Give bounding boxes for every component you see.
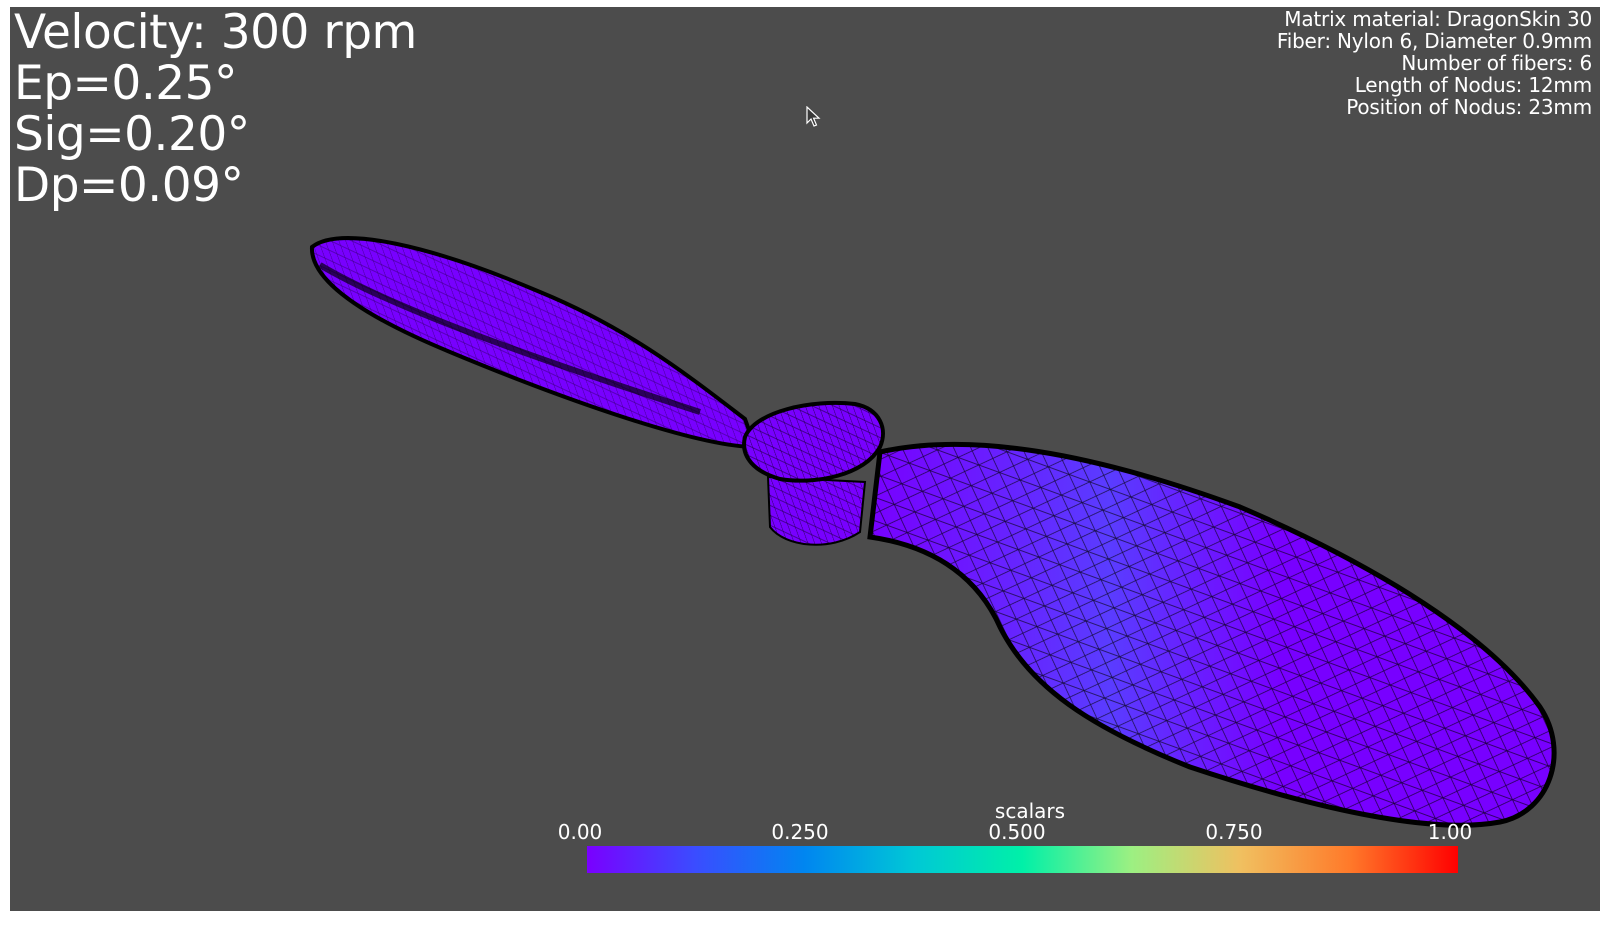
ep-label: Ep=0.25° [14, 56, 238, 111]
scalar-colorbar [587, 846, 1458, 873]
simulation-parameters: Velocity: 300 rpm Ep=0.25° Sig=0.20° Dp=… [14, 7, 417, 211]
propeller-hub [742, 400, 885, 546]
colorbar-tick-3: 0.750 [1205, 820, 1263, 844]
colorbar-title: scalars [994, 799, 1066, 823]
material-info: Matrix material: DragonSkin 30 Fiber: Ny… [1277, 8, 1592, 118]
left-blade [309, 236, 758, 450]
dp-label: Dp=0.09° [14, 158, 244, 213]
colorbar-tick-4: 1.00 [1427, 820, 1473, 844]
render-viewport[interactable]: Velocity: 300 rpm Ep=0.25° Sig=0.20° Dp=… [10, 7, 1600, 911]
propeller-mesh[interactable] [10, 7, 1600, 911]
mouse-pointer-icon [806, 106, 821, 127]
colorbar-tick-0: 0.00 [557, 820, 603, 844]
velocity-label: Velocity: 300 rpm [14, 7, 417, 60]
matrix-material-label: Matrix material: DragonSkin 30 [1284, 7, 1592, 31]
nodus-position-label: Position of Nodus: 23mm [1346, 95, 1592, 119]
sig-label: Sig=0.20° [14, 107, 250, 162]
fiber-count-label: Number of fibers: 6 [1401, 51, 1592, 75]
right-blade [867, 441, 1557, 828]
colorbar-tick-2: 0.500 [988, 820, 1046, 844]
colorbar-tick-1: 0.250 [771, 820, 829, 844]
fiber-label: Fiber: Nylon 6, Diameter 0.9mm [1276, 29, 1592, 53]
nodus-length-label: Length of Nodus: 12mm [1354, 73, 1592, 97]
